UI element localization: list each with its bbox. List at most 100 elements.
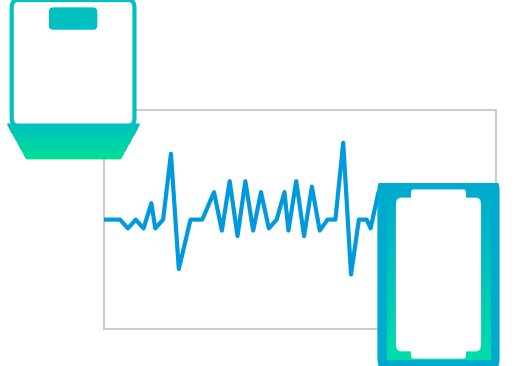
- FancyBboxPatch shape: [16, 102, 130, 104]
- FancyBboxPatch shape: [16, 112, 130, 113]
- FancyBboxPatch shape: [387, 209, 490, 210]
- FancyBboxPatch shape: [16, 21, 130, 22]
- FancyBboxPatch shape: [387, 290, 490, 291]
- FancyBboxPatch shape: [387, 205, 490, 207]
- FancyBboxPatch shape: [396, 198, 481, 351]
- FancyBboxPatch shape: [387, 337, 490, 339]
- FancyBboxPatch shape: [16, 46, 130, 47]
- FancyBboxPatch shape: [411, 341, 466, 359]
- FancyBboxPatch shape: [16, 32, 130, 33]
- FancyBboxPatch shape: [16, 33, 130, 34]
- FancyBboxPatch shape: [16, 93, 130, 94]
- FancyBboxPatch shape: [16, 55, 130, 56]
- FancyBboxPatch shape: [16, 116, 130, 117]
- FancyBboxPatch shape: [387, 190, 490, 192]
- FancyBboxPatch shape: [16, 65, 130, 66]
- FancyBboxPatch shape: [16, 87, 130, 88]
- FancyBboxPatch shape: [16, 47, 130, 48]
- FancyBboxPatch shape: [16, 94, 130, 95]
- FancyBboxPatch shape: [16, 62, 130, 63]
- FancyBboxPatch shape: [387, 357, 490, 359]
- FancyBboxPatch shape: [16, 41, 130, 42]
- FancyBboxPatch shape: [387, 308, 490, 310]
- FancyBboxPatch shape: [16, 66, 130, 67]
- FancyBboxPatch shape: [16, 82, 130, 83]
- FancyBboxPatch shape: [16, 68, 130, 70]
- FancyBboxPatch shape: [16, 96, 130, 97]
- FancyBboxPatch shape: [16, 74, 130, 75]
- FancyBboxPatch shape: [381, 179, 496, 366]
- FancyBboxPatch shape: [387, 340, 490, 342]
- FancyBboxPatch shape: [16, 49, 130, 51]
- FancyBboxPatch shape: [387, 195, 490, 197]
- FancyBboxPatch shape: [16, 57, 130, 59]
- FancyBboxPatch shape: [16, 73, 130, 74]
- FancyBboxPatch shape: [387, 328, 490, 330]
- FancyBboxPatch shape: [387, 291, 490, 293]
- FancyBboxPatch shape: [387, 342, 490, 344]
- FancyBboxPatch shape: [16, 67, 130, 68]
- FancyBboxPatch shape: [16, 27, 130, 29]
- FancyBboxPatch shape: [16, 81, 130, 82]
- FancyBboxPatch shape: [16, 13, 130, 14]
- FancyBboxPatch shape: [16, 48, 130, 49]
- FancyBboxPatch shape: [16, 38, 130, 40]
- FancyBboxPatch shape: [387, 305, 490, 306]
- FancyBboxPatch shape: [387, 268, 490, 269]
- FancyBboxPatch shape: [387, 197, 490, 199]
- FancyBboxPatch shape: [16, 104, 130, 105]
- FancyBboxPatch shape: [387, 271, 490, 273]
- FancyBboxPatch shape: [387, 281, 490, 283]
- FancyBboxPatch shape: [387, 227, 490, 229]
- FancyBboxPatch shape: [16, 19, 130, 20]
- FancyBboxPatch shape: [16, 106, 130, 107]
- FancyBboxPatch shape: [387, 315, 490, 317]
- FancyBboxPatch shape: [16, 42, 130, 43]
- FancyBboxPatch shape: [411, 190, 466, 207]
- FancyBboxPatch shape: [387, 313, 490, 315]
- FancyBboxPatch shape: [387, 219, 490, 221]
- FancyBboxPatch shape: [387, 320, 490, 322]
- FancyBboxPatch shape: [16, 72, 130, 73]
- FancyBboxPatch shape: [387, 212, 490, 214]
- FancyBboxPatch shape: [387, 354, 490, 355]
- FancyBboxPatch shape: [16, 83, 130, 84]
- FancyBboxPatch shape: [16, 16, 130, 18]
- FancyBboxPatch shape: [387, 264, 490, 266]
- FancyBboxPatch shape: [387, 246, 490, 247]
- FancyBboxPatch shape: [387, 332, 490, 333]
- FancyBboxPatch shape: [16, 71, 130, 72]
- FancyBboxPatch shape: [16, 43, 130, 44]
- FancyBboxPatch shape: [387, 238, 490, 239]
- FancyBboxPatch shape: [387, 350, 490, 352]
- FancyBboxPatch shape: [16, 29, 130, 30]
- FancyBboxPatch shape: [20, 11, 126, 114]
- FancyBboxPatch shape: [387, 293, 490, 295]
- FancyBboxPatch shape: [16, 54, 130, 55]
- FancyBboxPatch shape: [16, 84, 130, 85]
- FancyBboxPatch shape: [16, 36, 130, 37]
- FancyBboxPatch shape: [16, 70, 130, 71]
- FancyBboxPatch shape: [387, 222, 490, 224]
- FancyBboxPatch shape: [387, 258, 490, 259]
- FancyBboxPatch shape: [16, 34, 130, 35]
- FancyBboxPatch shape: [16, 111, 130, 112]
- FancyBboxPatch shape: [387, 355, 490, 357]
- FancyBboxPatch shape: [387, 194, 490, 195]
- FancyBboxPatch shape: [16, 90, 130, 92]
- FancyBboxPatch shape: [387, 251, 490, 253]
- FancyBboxPatch shape: [387, 352, 490, 354]
- FancyBboxPatch shape: [16, 26, 130, 27]
- FancyBboxPatch shape: [16, 97, 130, 98]
- FancyBboxPatch shape: [16, 108, 130, 109]
- FancyBboxPatch shape: [16, 76, 130, 77]
- FancyBboxPatch shape: [387, 345, 490, 347]
- FancyBboxPatch shape: [16, 86, 130, 87]
- FancyBboxPatch shape: [387, 339, 490, 340]
- FancyBboxPatch shape: [387, 266, 490, 268]
- FancyBboxPatch shape: [387, 253, 490, 254]
- FancyBboxPatch shape: [387, 335, 490, 337]
- FancyBboxPatch shape: [16, 89, 130, 90]
- FancyBboxPatch shape: [387, 273, 490, 274]
- FancyBboxPatch shape: [387, 347, 490, 348]
